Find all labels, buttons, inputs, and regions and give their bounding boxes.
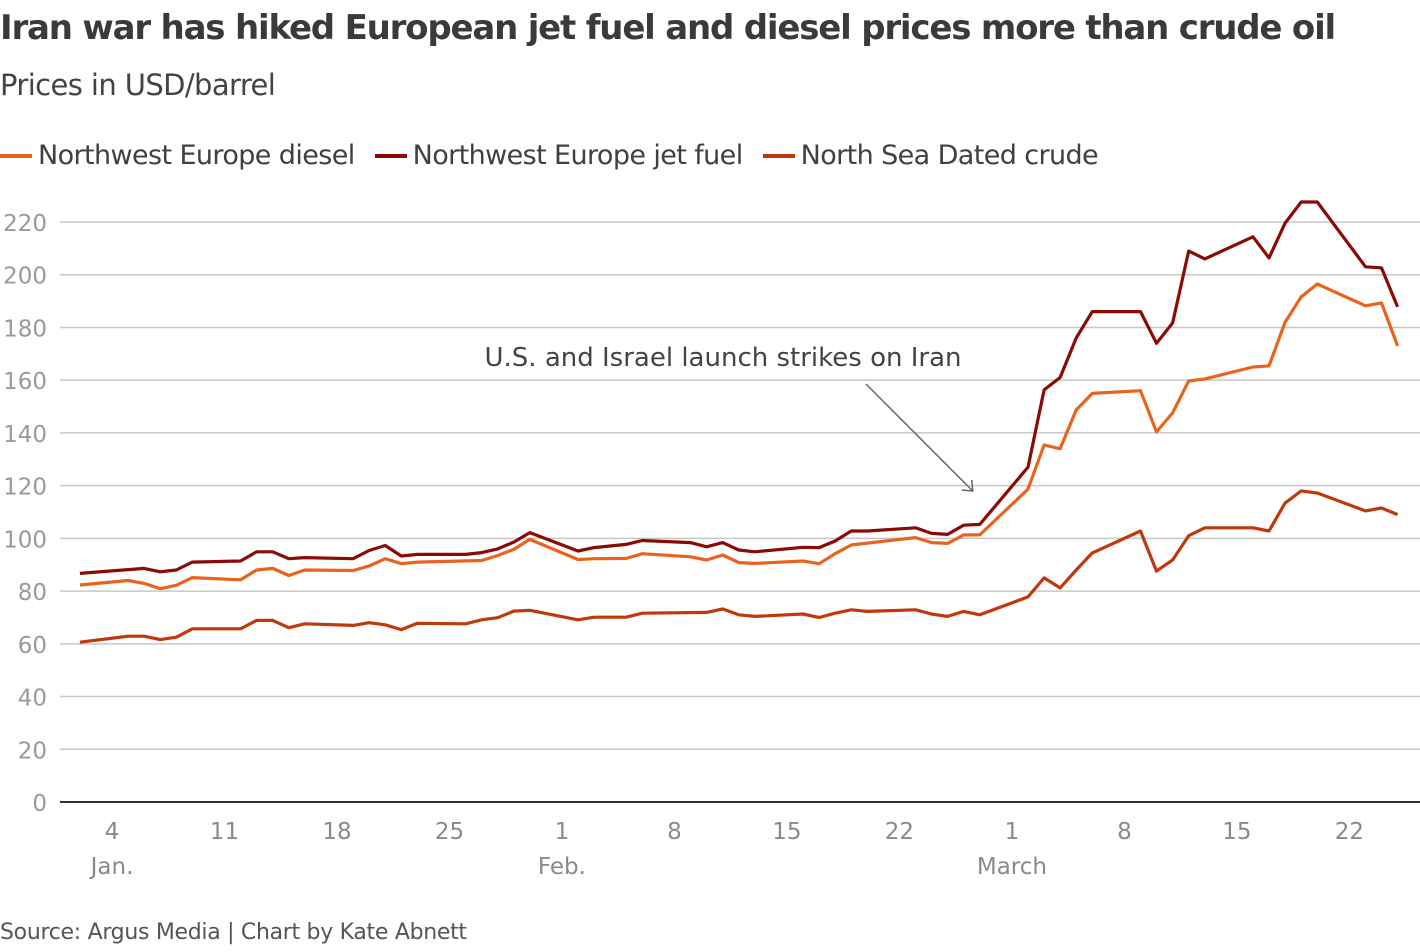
y-tick-label: 140 (3, 422, 47, 448)
x-tick-label: 18 (322, 819, 351, 845)
x-tick-label: 1 (1005, 819, 1020, 845)
y-tick-label: 100 (3, 527, 47, 553)
legend-swatch-crude (762, 153, 795, 158)
x-tick-label: 15 (1222, 819, 1251, 845)
series-line-diesel (79, 282, 1400, 591)
annotation-arrow-line (865, 383, 974, 492)
series-line-jet-fuel (79, 200, 1400, 575)
legend-item-diesel: Northwest Europe diesel (0, 140, 355, 171)
x-month-label: March (977, 854, 1047, 880)
y-tick-label: 160 (3, 369, 47, 395)
legend-label-jet-fuel: Northwest Europe jet fuel (412, 140, 744, 171)
y-tick-label: 120 (3, 475, 47, 501)
y-tick-label: 220 (3, 211, 47, 237)
legend-swatch-diesel (0, 153, 32, 158)
series-line-crude (79, 489, 1399, 644)
y-tick-label: 200 (3, 264, 47, 290)
source-note: Source: Argus Media | Chart by Kate Abne… (0, 920, 467, 945)
x-tick-label: 4 (105, 819, 120, 845)
legend-label-diesel: Northwest Europe diesel (38, 140, 355, 171)
x-tick-label: 1 (555, 819, 570, 845)
x-month-label: Feb. (538, 854, 586, 880)
x-tick-label: 8 (1117, 819, 1132, 845)
x-tick-label: 22 (1335, 819, 1364, 845)
annotation-arrowhead-icon (961, 479, 974, 492)
legend: Northwest Europe diesel Northwest Europe… (0, 140, 1099, 171)
y-tick-label: 180 (3, 316, 47, 342)
legend-item-jet-fuel: Northwest Europe jet fuel (374, 140, 744, 171)
x-tick-label: 8 (667, 819, 682, 845)
y-tick-label: 40 (18, 686, 47, 712)
y-tick-label: 60 (18, 633, 47, 659)
chart-title: Iran war has hiked European jet fuel and… (0, 8, 1336, 48)
legend-item-crude: North Sea Dated crude (762, 140, 1099, 171)
x-month-label: Jan. (89, 854, 134, 880)
y-tick-label: 20 (18, 738, 47, 764)
x-tick-label: 11 (210, 819, 239, 845)
legend-swatch-jet-fuel (374, 153, 407, 158)
chart-subtitle: Prices in USD/barrel (0, 68, 276, 102)
x-tick-label: 22 (885, 819, 914, 845)
x-tick-label: 25 (435, 819, 464, 845)
y-tick-label: 0 (32, 791, 47, 817)
x-tick-label: 15 (772, 819, 801, 845)
y-tick-label: 80 (18, 580, 47, 606)
annotation-text: U.S. and Israel launch strikes on Iran (485, 343, 962, 373)
legend-label-crude: North Sea Dated crude (800, 140, 1099, 171)
